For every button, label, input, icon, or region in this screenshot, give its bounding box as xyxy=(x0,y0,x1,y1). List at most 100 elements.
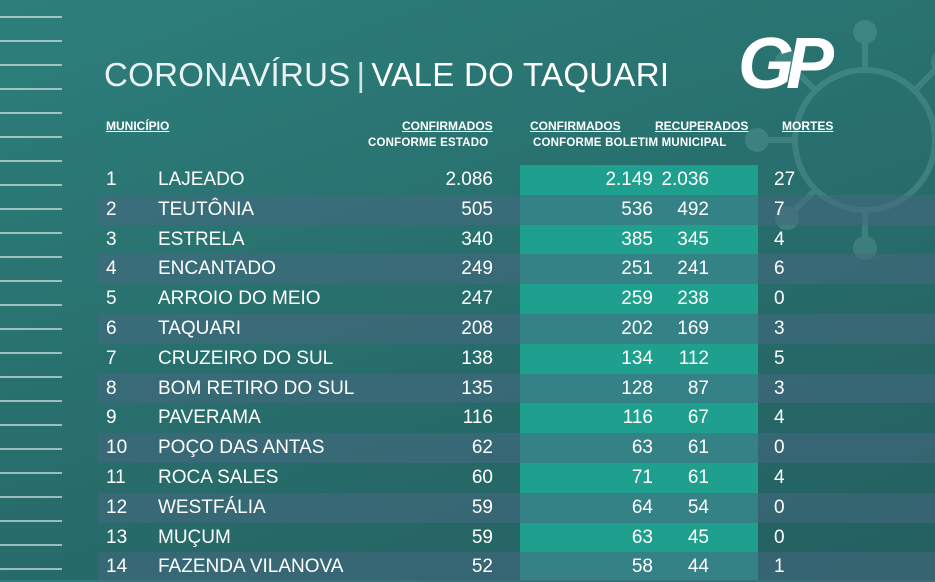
confirmados-estado-value: 2.086 xyxy=(445,169,493,190)
mortes-value: 4 xyxy=(774,228,785,250)
header-confirmados-estado-sub: CONFORME ESTADO xyxy=(368,137,489,149)
recuperados-value: 112 xyxy=(678,347,709,369)
row-number: 10 xyxy=(106,437,128,459)
mortes-value: 4 xyxy=(774,407,785,429)
confirmados-boletim-value: 63 xyxy=(631,437,653,459)
mortes-value: 0 xyxy=(774,288,785,310)
municipio-name: WESTFÁLIA xyxy=(158,496,266,518)
confirmados-boletim-value: 134 xyxy=(621,347,653,369)
confirmados-boletim-value: 2.149 xyxy=(605,169,653,190)
confirmados-boletim-value: 58 xyxy=(631,556,653,578)
recuperados-value: 67 xyxy=(687,407,709,429)
confirmados-boletim-value: 116 xyxy=(622,407,653,429)
recuperados-value: 2.036 xyxy=(661,169,709,190)
row-number: 13 xyxy=(106,526,128,548)
row-number: 7 xyxy=(106,347,117,369)
title-part-1: CORONAVÍRUS xyxy=(104,56,351,93)
table-row: 1 LAJEADO 2.086 2.149 2.036 27 xyxy=(98,165,935,195)
table-row: 2 TEUTÔNIA 505 536 492 7 xyxy=(98,194,935,225)
confirmados-estado-value: 138 xyxy=(461,347,493,369)
recuperados-value: 492 xyxy=(677,198,709,220)
municipio-name: TEUTÔNIA xyxy=(158,198,255,220)
recuperados-value: 45 xyxy=(687,526,709,548)
confirmados-boletim-value: 63 xyxy=(631,526,653,548)
table-row: 5 ARROIO DO MEIO 247 259 238 0 xyxy=(98,284,935,314)
mortes-value: 7 xyxy=(774,198,785,220)
municipio-name: ENCANTADO xyxy=(158,258,276,280)
row-number: 4 xyxy=(106,258,117,280)
confirmados-estado-value: 59 xyxy=(471,526,493,548)
confirmados-estado-value: 249 xyxy=(461,258,493,280)
confirmados-boletim-value: 202 xyxy=(621,317,653,339)
mortes-value: 0 xyxy=(774,526,785,548)
header-boletim-sub: CONFORME BOLETIM MUNICIPAL xyxy=(533,137,727,149)
recuperados-value: 61 xyxy=(687,437,709,459)
header-mortes: MORTES xyxy=(782,119,834,133)
title-separator: | xyxy=(356,56,366,93)
row-number: 3 xyxy=(106,228,117,250)
table-row: 4 ENCANTADO 249 251 241 6 xyxy=(98,254,935,285)
mortes-value: 0 xyxy=(774,496,785,518)
confirmados-estado-value: 208 xyxy=(461,317,493,339)
row-number: 12 xyxy=(106,496,128,518)
table-row: 3 ESTRELA 340 385 345 4 xyxy=(98,225,935,255)
municipio-name: TAQUARI xyxy=(158,317,242,339)
mortes-value: 0 xyxy=(774,437,785,459)
data-table: 1 LAJEADO 2.086 2.149 2.036 27 2 TEUTÔNIA 505 536… xyxy=(98,165,935,582)
mortes-value: 27 xyxy=(774,169,796,190)
municipio-name: CRUZEIRO DO SUL xyxy=(158,347,334,369)
municipio-name: PAVERAMA xyxy=(158,407,261,429)
table-row: 9 PAVERAMA 116 116 67 4 xyxy=(98,403,935,433)
logo-text: GP xyxy=(738,26,835,98)
confirmados-estado-value: 135 xyxy=(461,377,493,399)
row-number: 11 xyxy=(106,466,126,488)
municipio-name: ROCA SALES xyxy=(158,466,279,488)
municipio-name: LAJEADO xyxy=(158,169,245,190)
confirmados-estado-value: 340 xyxy=(461,228,493,250)
mortes-value: 3 xyxy=(774,317,785,339)
confirmados-estado-value: 505 xyxy=(461,198,493,220)
municipio-name: BOM RETIRO DO SUL xyxy=(158,377,355,399)
row-number: 9 xyxy=(106,407,117,429)
mortes-value: 5 xyxy=(774,347,785,369)
recuperados-value: 61 xyxy=(687,466,709,488)
recuperados-value: 241 xyxy=(677,258,709,280)
row-number: 5 xyxy=(106,288,117,310)
row-number: 8 xyxy=(106,377,117,399)
mortes-value: 1 xyxy=(774,556,785,578)
table-row: 12 WESTFÁLIA 59 64 54 0 xyxy=(98,492,935,523)
title-part-2: VALE DO TAQUARI xyxy=(371,56,670,93)
mortes-value: 4 xyxy=(774,466,785,488)
recuperados-value: 169 xyxy=(677,317,709,339)
confirmados-boletim-value: 536 xyxy=(621,198,653,220)
recuperados-value: 238 xyxy=(677,288,709,310)
confirmados-boletim-value: 128 xyxy=(621,377,653,399)
table-row: 6 TAQUARI 208 202 169 3 xyxy=(98,313,935,344)
row-number: 14 xyxy=(106,556,128,578)
recuperados-value: 54 xyxy=(687,496,709,518)
recuperados-value: 87 xyxy=(687,377,709,399)
confirmados-boletim-value: 251 xyxy=(621,258,653,280)
header-municipio: MUNICÍPIO xyxy=(106,119,170,133)
municipio-name: POÇO DAS ANTAS xyxy=(158,437,325,459)
municipio-name: MUÇUM xyxy=(158,526,231,548)
confirmados-boletim-value: 64 xyxy=(631,496,653,518)
confirmados-estado-value: 62 xyxy=(471,437,493,459)
row-number: 6 xyxy=(106,317,117,339)
header-confirmados-estado: CONFIRMADOS xyxy=(402,119,493,133)
table-row: 8 BOM RETIRO DO SUL 135 128 87 3 xyxy=(98,373,935,404)
table-row: 10 POÇO DAS ANTAS 62 63 61 0 xyxy=(98,433,935,463)
gp-logo: GP xyxy=(738,26,843,98)
row-number: 1 xyxy=(106,169,117,190)
mortes-value: 6 xyxy=(774,258,785,280)
confirmados-boletim-value: 71 xyxy=(631,466,653,488)
table-row: 7 CRUZEIRO DO SUL 138 134 112 5 xyxy=(98,344,935,374)
municipio-name: ESTRELA xyxy=(158,228,245,250)
confirmados-estado-value: 116 xyxy=(462,407,493,429)
table-row: 11 ROCA SALES 60 71 61 4 xyxy=(98,463,935,493)
municipio-name: ARROIO DO MEIO xyxy=(158,288,321,310)
confirmados-boletim-value: 385 xyxy=(621,228,653,250)
confirmados-estado-value: 60 xyxy=(471,466,493,488)
page-title: CORONAVÍRUS | VALE DO TAQUARI xyxy=(104,56,669,94)
confirmados-estado-value: 52 xyxy=(471,556,493,578)
